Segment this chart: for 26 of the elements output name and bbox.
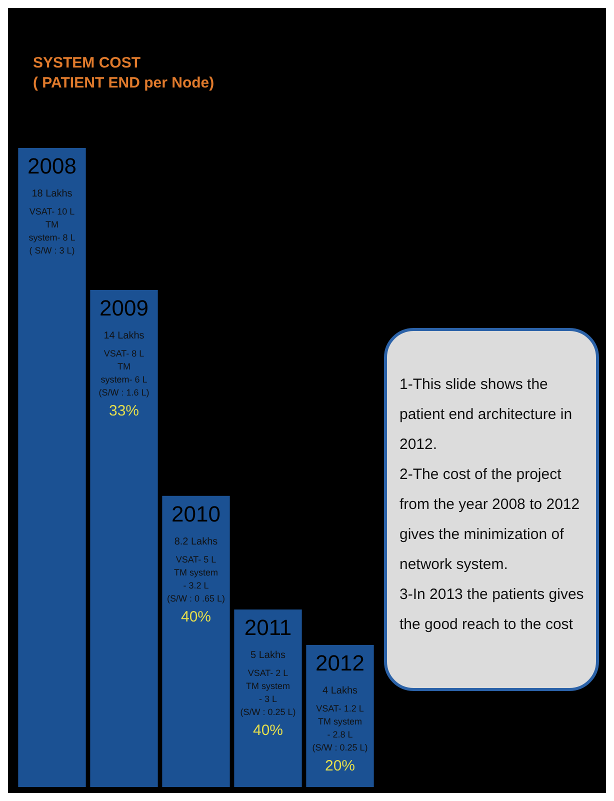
x-tick-label: 2010 [172, 501, 220, 526]
annotation: VSAT- 10 L TM system- 8 L ( S/W : 3 L) [28, 206, 76, 256]
annotation: VSAT- 5 L TM system - 3.2 L (S/W : 0 .65 L) [166, 554, 226, 604]
bar [306, 645, 374, 787]
annotation: VSAT- 2 L TM system - 3 L (S/W : 0.25 L) [240, 668, 296, 717]
bar [234, 610, 302, 787]
text: 1-This slide shows the patient end architecture in 2012. 2-The cost of the project from the year 2008 to 2012 gives the minimization of network system. 3-In 2013 the patients gives the good reach to the cost [400, 376, 584, 633]
annotation: 40% [252, 722, 284, 739]
bar [18, 148, 86, 787]
data-label: 14 Lakhs [104, 330, 144, 342]
x-tick-label: 2011 [244, 615, 292, 640]
data-label: 18 Lakhs [32, 188, 72, 200]
annotation: 20% [324, 758, 356, 774]
bar [162, 496, 230, 787]
data-label: 8.2 Lakhs [174, 536, 218, 548]
annotation: VSAT- 1.2 L TM system - 2.8 L (S/W : 0.25 L) [312, 704, 368, 752]
x-tick-label: 2008 [28, 154, 76, 178]
chart-title: SYSTEM COST ( PATIENT END per Node) [33, 54, 214, 92]
x-tick-label: 2009 [100, 296, 148, 320]
annotation: 40% [180, 608, 212, 626]
annotation: 33% [108, 402, 140, 420]
data-label: 4 Lakhs [322, 686, 358, 696]
bar [90, 290, 158, 787]
annotation: VSAT- 8 L TM system- 6 L (S/W : 1.6 L) [98, 348, 150, 398]
data-label: 5 Lakhs [250, 650, 286, 661]
x-tick-label: 2012 [316, 650, 364, 676]
